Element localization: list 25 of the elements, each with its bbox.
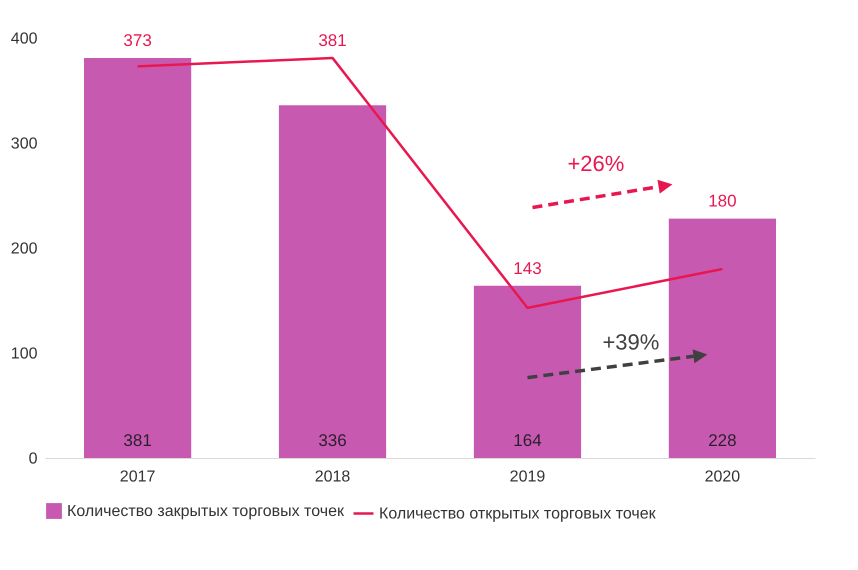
x-tick-label: 2017 (120, 468, 156, 486)
legend-label: Количество закрытых торговых точек (67, 503, 345, 520)
data-label: 381 (318, 30, 347, 50)
bar (84, 58, 192, 458)
data-label: 373 (123, 30, 152, 50)
legend-label: Количество открытых торговых точек (379, 506, 657, 522)
x-tick-label: 2020 (704, 468, 740, 486)
y-tick-label: 200 (10, 240, 38, 258)
annotation: +39% (602, 329, 660, 354)
y-tick-label: 0 (28, 450, 38, 468)
bar (278, 105, 386, 458)
data-label: 143 (513, 258, 542, 278)
data-label: 228 (708, 431, 737, 450)
y-tick-label: 300 (10, 136, 38, 152)
data-label: 336 (318, 431, 347, 450)
annotation: 180 (708, 192, 737, 211)
annotation: +26% (567, 150, 624, 176)
x-tick-label: 2018 (314, 468, 350, 486)
y-tick-label: 400 (10, 30, 38, 48)
data-label: 381 (123, 431, 152, 450)
bar (668, 218, 776, 458)
bar (474, 286, 582, 458)
y-tick-label: 100 (10, 346, 38, 362)
x-tick-label: 2019 (510, 468, 546, 486)
data-label: 164 (513, 431, 542, 450)
